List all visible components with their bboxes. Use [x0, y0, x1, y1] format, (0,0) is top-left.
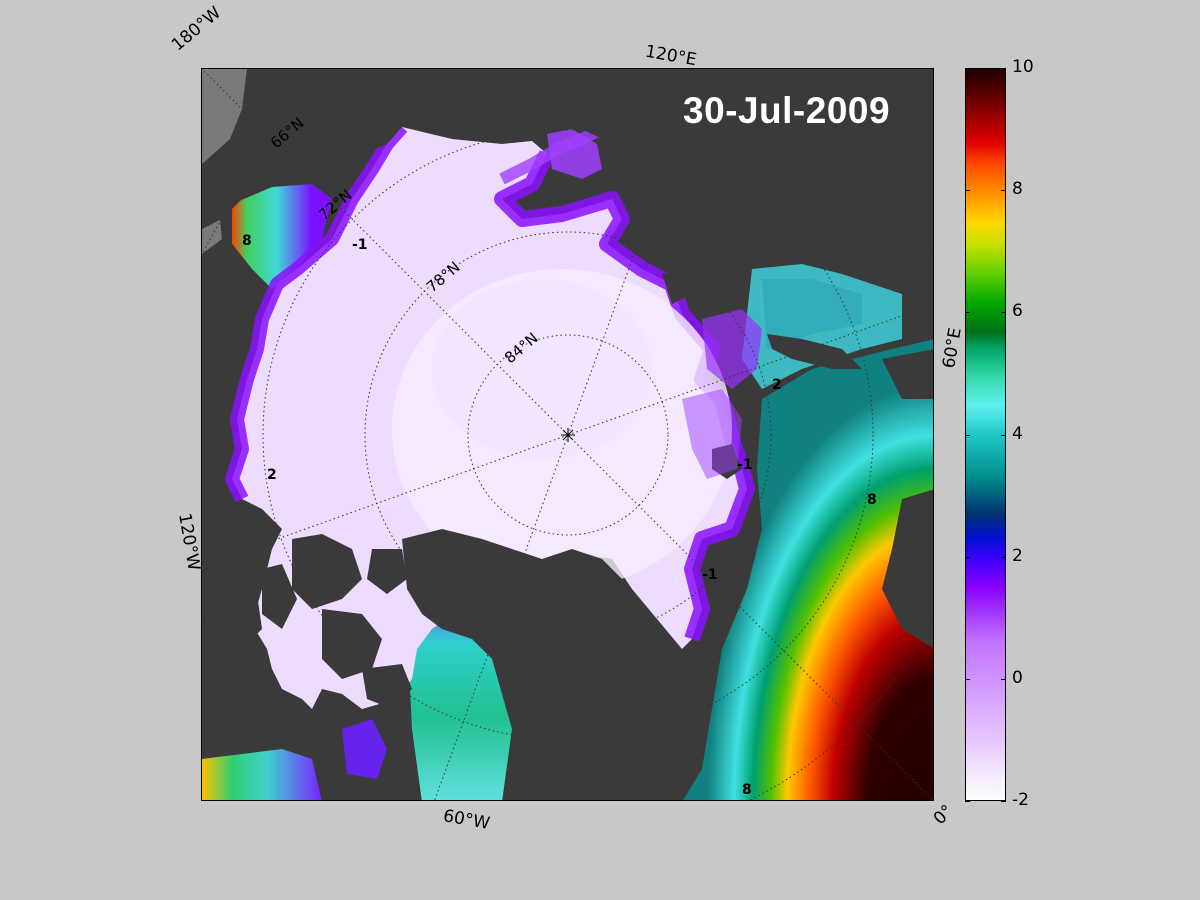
colorbar-tick-mark — [1001, 801, 1006, 802]
contour-label: -1 — [737, 457, 753, 473]
contour-label: 2 — [772, 377, 782, 393]
contour-label: 8 — [242, 233, 252, 249]
colorbar-tick-mark — [1001, 190, 1006, 192]
colorbar-tick-mark — [1001, 312, 1006, 314]
colorbar-tick-label: 6 — [1012, 301, 1023, 322]
lon-label-0: 0° — [929, 801, 958, 829]
colorbar-tick-mark — [965, 801, 970, 802]
colorbar-tick-label: 4 — [1012, 423, 1023, 444]
colorbar-tick-label: 2 — [1012, 545, 1023, 566]
lon-label-180w: 180°W — [168, 2, 226, 56]
lon-label-60e: 60°E — [939, 326, 966, 370]
siberia-land — [552, 69, 933, 299]
alaska-land — [202, 69, 402, 229]
contour-label: 8 — [742, 782, 752, 798]
colorbar-tick-label: 10 — [1012, 57, 1034, 77]
colorbar-tick-mark — [965, 190, 970, 192]
map-graphic: 66°N 72°N 78°N 84°N -1 -1 -1 2 2 8 8 8 — [202, 69, 933, 800]
colorbar-tick-mark — [965, 434, 970, 436]
north-pole-marker — [561, 428, 575, 442]
polar-map: 66°N 72°N 78°N 84°N -1 -1 -1 2 2 8 8 8 — [201, 68, 934, 801]
ice-edge-west — [225, 122, 408, 503]
colorbar-tick-mark — [965, 556, 970, 558]
colorbar-tick-mark — [1001, 434, 1006, 436]
colorbar-tick-label: -2 — [1012, 790, 1029, 810]
ice-edge-east — [494, 150, 755, 642]
open-water-hudson — [202, 749, 322, 800]
colorbar-tick-mark — [1001, 678, 1006, 680]
colorbar-tick-mark — [965, 68, 970, 69]
lon-label-60w: 60°W — [441, 806, 492, 834]
lon-label-120w: 120°W — [174, 511, 204, 573]
colorbar-tick-mark — [965, 312, 970, 314]
lon-label-120e: 120°E — [643, 41, 699, 71]
date-title: 30-Jul-2009 — [683, 90, 891, 131]
contour-label: -1 — [702, 567, 718, 583]
colorbar-tick-label: 8 — [1012, 179, 1023, 200]
colorbar-tick-mark — [1001, 68, 1006, 69]
scandinavia-land — [882, 489, 933, 648]
colorbar-tick-mark — [965, 678, 970, 680]
graticule — [202, 69, 933, 800]
colorbar-tick-mark — [1001, 556, 1006, 558]
contour-label: 8 — [867, 492, 877, 508]
contour-label: 2 — [267, 467, 277, 483]
open-water-pacific — [232, 184, 332, 289]
colorbar — [965, 68, 1006, 801]
novaya-zemlya — [767, 334, 862, 369]
contour-label: -1 — [352, 237, 368, 253]
colorbar-tick-label: 0 — [1012, 667, 1023, 688]
greenland-land — [402, 529, 682, 800]
open-water-atlantic — [683, 339, 933, 800]
